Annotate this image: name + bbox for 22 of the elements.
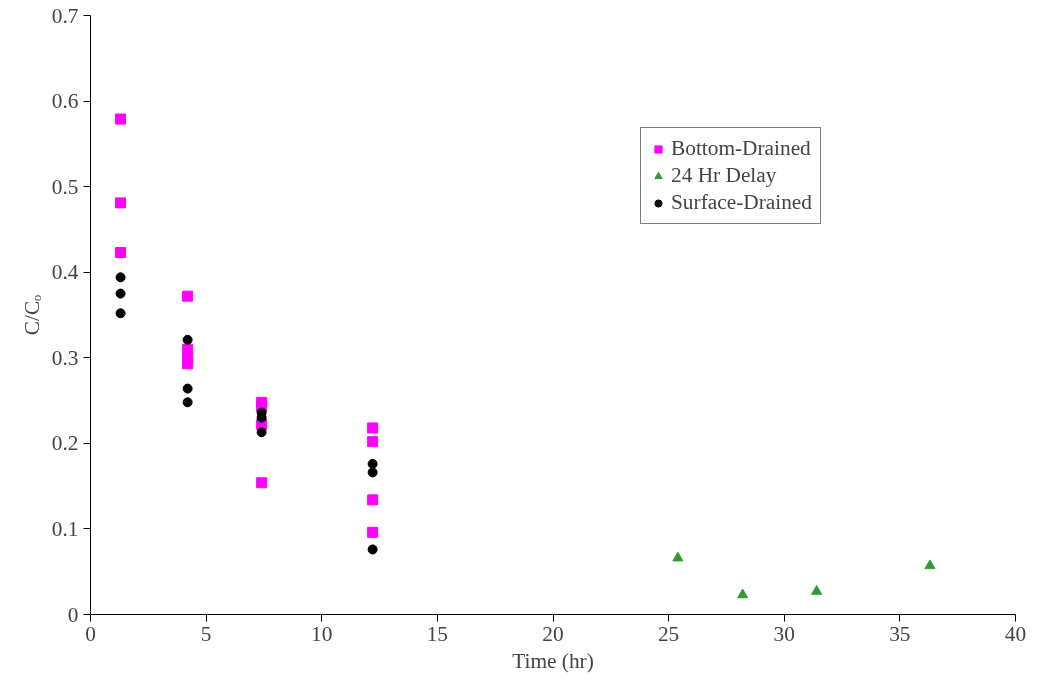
x-axis-title: Time (hr): [512, 648, 594, 673]
x-tick-label: 0: [85, 621, 96, 646]
legend-label: Bottom-Drained: [671, 136, 811, 161]
x-tick-label: 20: [542, 621, 564, 646]
legend-label: Surface-Drained: [671, 190, 812, 215]
x-tick-label: 10: [311, 621, 333, 646]
x-tick-label: 35: [889, 621, 911, 646]
x-tick-label: 40: [1004, 621, 1027, 646]
x-tick-label: 5: [200, 621, 212, 646]
x-tick-label: 30: [773, 621, 795, 646]
x-tick-label: 15: [426, 621, 449, 646]
y-tick-label: 0.3: [51, 345, 79, 370]
y-tick-label: 0.5: [51, 174, 79, 199]
y-axis-title: C/Cₒ: [19, 294, 44, 336]
y-tick-label: 0.1: [51, 516, 79, 541]
y-tick-label: 0.4: [51, 260, 79, 285]
legend-label: 24 Hr Delay: [671, 163, 777, 188]
y-tick-label: 0.6: [51, 89, 79, 114]
x-tick-label: 25: [657, 621, 680, 646]
y-tick-label: 0.7: [51, 3, 79, 28]
y-tick-label: 0: [67, 602, 79, 627]
y-tick-label: 0.2: [51, 431, 79, 456]
